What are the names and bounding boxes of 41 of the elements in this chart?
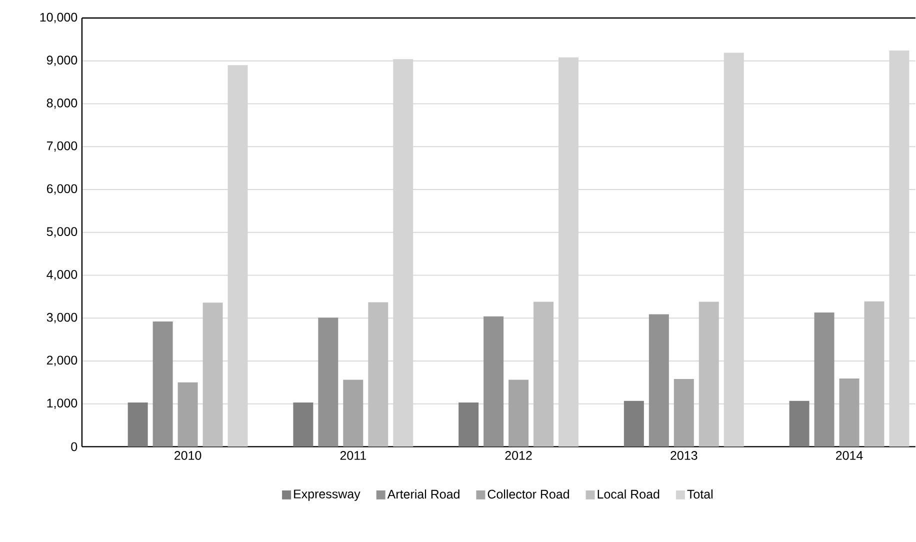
bar	[202, 302, 223, 447]
bar	[534, 302, 554, 447]
bar	[484, 316, 504, 447]
legend-label: Total	[687, 490, 712, 499]
bar	[864, 302, 884, 447]
bar	[318, 318, 338, 447]
bar	[648, 314, 669, 447]
bar	[128, 402, 148, 447]
legend-label: Local Road	[598, 490, 660, 499]
y-tick-label: 5,000	[46, 227, 78, 238]
bar	[178, 382, 198, 447]
y-tick-label: 3,000	[46, 313, 78, 324]
y-tick-label: 2,000	[46, 356, 78, 366]
bar	[674, 379, 694, 447]
bar	[508, 380, 529, 447]
x-tick-label: 2013	[670, 451, 698, 460]
y-tick-label: 0	[71, 442, 78, 452]
y-tick-label: 9,000	[46, 56, 78, 66]
bar	[152, 322, 173, 447]
legend-label: Collector Road	[488, 490, 569, 499]
x-tick-label: 2010	[174, 451, 202, 460]
bar	[368, 302, 388, 447]
x-tick-label: 2011	[340, 451, 366, 460]
y-tick-label: 8,000	[46, 98, 78, 110]
y-tick-label: 1,000	[47, 398, 78, 410]
bar	[624, 401, 644, 447]
y-tick-label: 7,000	[46, 142, 78, 152]
y-tick-label: 10,000	[40, 12, 78, 24]
x-tick-label: 2012	[505, 451, 532, 460]
bar	[789, 401, 810, 447]
bar	[839, 378, 860, 447]
x-tick-label: 2014	[836, 451, 863, 460]
bar	[814, 312, 834, 447]
bar	[343, 380, 364, 447]
y-tick-label: 4,000	[46, 270, 78, 281]
bar	[293, 402, 314, 447]
legend-label: Expressway	[294, 490, 360, 502]
y-tick-label: 6,000	[46, 184, 78, 195]
bar	[458, 402, 479, 447]
bar	[698, 302, 719, 447]
legend-label: Arterial Road	[387, 490, 460, 499]
